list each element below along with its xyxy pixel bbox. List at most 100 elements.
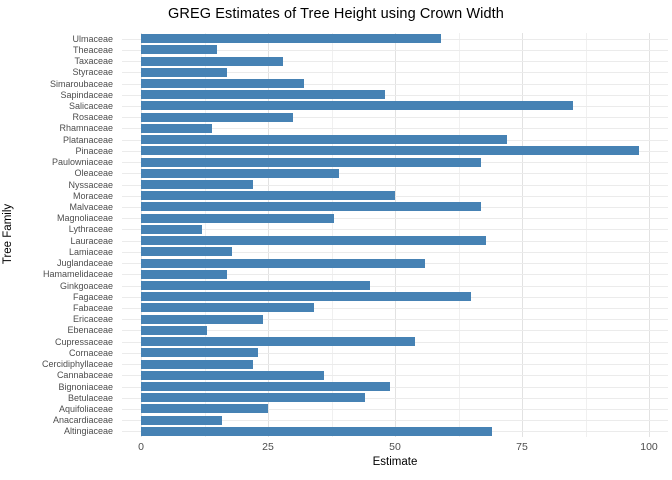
bar-cornaceae [141, 348, 258, 358]
plot-panel [122, 33, 668, 437]
x-axis-title: Estimate [372, 456, 418, 468]
y-tick-label: Bignoniaceae [58, 381, 113, 392]
gridline-h [122, 364, 668, 366]
y-tick-label: Ulmaceae [72, 33, 113, 44]
gridline-v [458, 33, 460, 437]
y-tick-label: Altingiaceae [63, 426, 113, 437]
bar-betulaceae [141, 393, 365, 403]
y-tick-label: Sapindaceae [60, 89, 113, 100]
gridline-v [522, 33, 523, 437]
bar-paulowniaceae [141, 157, 482, 167]
x-tick-label: 75 [516, 441, 528, 453]
x-tick-label: 50 [389, 441, 401, 453]
gridline-h [122, 218, 668, 220]
x-tick-label: 100 [640, 441, 658, 453]
y-tick-label: Juglandaceae [56, 258, 113, 269]
gridline-v [395, 33, 396, 437]
bar-platanaceae [141, 135, 507, 145]
y-tick-label: Lauraceae [70, 235, 113, 246]
y-tick-label: Simaroubaceae [49, 78, 113, 89]
gridline-h [122, 49, 668, 51]
bar-fabaceae [141, 303, 314, 313]
gridline-v [331, 33, 333, 437]
gridline-h [122, 128, 668, 130]
gridline-h [122, 307, 668, 309]
bar-styraceae [141, 67, 228, 77]
gridline-h [122, 117, 668, 119]
y-tick-label: Theaceae [72, 44, 113, 55]
gridline-h [122, 61, 668, 63]
bar-simaroubaceae [141, 79, 304, 88]
y-tick-label: Hamamelidaceae [42, 269, 113, 280]
gridline-v [585, 33, 587, 437]
x-tick-label: 25 [262, 441, 274, 453]
bar-hamamelidaceae [141, 269, 228, 279]
bar-rhamnaceae [141, 123, 213, 133]
y-tick-label: Rhamnaceae [59, 123, 113, 134]
bar-pinaceae [141, 146, 639, 156]
y-tick-label: Nyssaceae [68, 179, 113, 190]
bar-moraceae [141, 191, 395, 201]
bar-cercidiphyllaceae [141, 359, 253, 369]
y-tick-label: Platanaceae [62, 134, 113, 145]
y-tick-label: Cupressaceae [54, 336, 113, 347]
bar-cannabaceae [141, 370, 324, 380]
y-axis-labels: Ulmaceae Theaceae Taxaceae Styraceae Simarou… [0, 33, 117, 437]
x-tick-label: 0 [138, 441, 144, 453]
gridline-h [122, 352, 668, 354]
bar-lamiaceae [141, 247, 233, 257]
bar-fagaceae [141, 292, 472, 302]
gridline-v [649, 33, 650, 437]
bar-ericaceae [141, 314, 263, 324]
chart-title: GREG Estimates of Tree Height using Crow… [168, 6, 504, 22]
bar-altingiaceae [141, 426, 492, 436]
y-tick-label: Cannabaceae [56, 370, 113, 381]
gridline-h [122, 397, 668, 399]
bar-ginkgoaceae [141, 281, 370, 290]
gridline-h [122, 330, 668, 332]
y-tick-label: Fagaceae [72, 291, 113, 302]
bar-nyssaceae [141, 180, 253, 189]
bar-ebenaceae [141, 325, 208, 335]
gridline-h [122, 195, 668, 197]
bar-theaceae [141, 45, 218, 55]
gridline-h [122, 83, 668, 85]
bar-taxaceae [141, 56, 284, 66]
y-tick-label: Moraceae [72, 190, 113, 201]
gridline-h [122, 184, 668, 186]
bar-malvaceae [141, 202, 482, 212]
y-tick-label: Fabaceae [72, 302, 113, 313]
gridline-h [122, 94, 668, 96]
y-tick-label: Ebenaceae [67, 325, 113, 336]
gridline-h [122, 251, 668, 253]
bar-lauraceae [141, 236, 487, 246]
gridline-h [122, 274, 668, 276]
y-tick-label: Betulaceae [67, 392, 113, 403]
gridline-h [122, 229, 668, 231]
y-tick-label: Malvaceae [69, 201, 113, 212]
bar-cupressaceae [141, 337, 416, 347]
bar-rosaceae [141, 112, 294, 122]
bar-anacardiaceae [141, 415, 223, 425]
y-tick-label: Taxaceae [74, 56, 113, 67]
y-axis-title: Tree Family [2, 203, 14, 265]
gridline-h [122, 285, 668, 287]
y-tick-label: Aquifoliaceae [58, 403, 113, 414]
gridline-h [122, 386, 668, 388]
bar-ulmaceae [141, 34, 441, 44]
gridline-v [268, 33, 269, 437]
y-tick-label: Anacardiaceae [52, 415, 113, 426]
y-tick-label: Ginkgoaceae [59, 280, 113, 291]
gridline-v [204, 33, 206, 437]
y-tick-label: Salicaceae [68, 100, 113, 111]
y-tick-label: Magnoliaceae [56, 213, 113, 224]
bar-aquifoliaceae [141, 404, 268, 414]
y-tick-label: Pinaceae [75, 145, 113, 156]
y-tick-label: Paulowniaceae [51, 157, 113, 168]
y-tick-label: Rosaceae [72, 112, 113, 123]
bar-magnoliaceae [141, 213, 335, 223]
bar-salicaceae [141, 101, 573, 111]
y-tick-label: Lamiaceae [68, 246, 113, 257]
gridline-h [122, 72, 668, 74]
